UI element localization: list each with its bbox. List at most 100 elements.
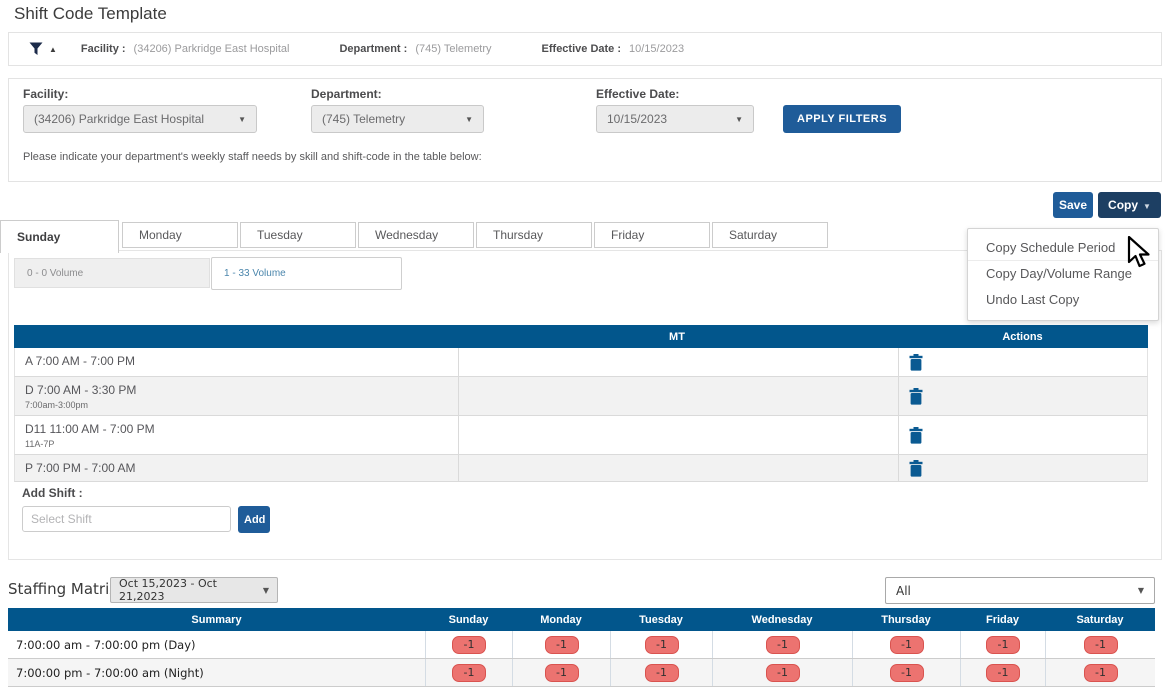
summary-department-label: Department : xyxy=(339,43,408,55)
chevron-down-icon: ▼ xyxy=(465,114,473,124)
shift-code-label: P 7:00 PM - 7:00 AM xyxy=(25,461,136,475)
actions-column-header: Actions xyxy=(1002,330,1043,343)
shift-table-header: MT Actions xyxy=(14,325,1148,348)
thursday-column-header: Thursday xyxy=(881,613,931,626)
staffing-matrix-row: 7:00:00 am - 7:00:00 pm (Day) -1 -1 -1 -… xyxy=(8,631,1155,659)
mt-cell[interactable] xyxy=(458,416,898,454)
copy-dropdown-menu: Copy Schedule Period Copy Day/Volume Ran… xyxy=(967,228,1159,321)
facility-select[interactable]: (34206) Parkridge East Hospital ▼ xyxy=(23,105,257,133)
shift-row: D 7:00 AM - 3:30 PM 7:00am-3:00pm xyxy=(14,377,1148,416)
chevron-down-icon: ▼ xyxy=(262,585,269,595)
staffing-count-badge[interactable]: -1 xyxy=(889,663,924,682)
copy-button[interactable]: Copy ▼ xyxy=(1098,192,1161,218)
mt-cell[interactable] xyxy=(458,377,898,415)
wednesday-column-header: Wednesday xyxy=(751,613,813,626)
shift-column-header xyxy=(14,325,457,348)
skill-filter-select[interactable]: All ▼ xyxy=(885,577,1155,604)
staffing-matrix-title: Staffing Matrix xyxy=(8,580,119,598)
menu-item-undo-last-copy[interactable]: Undo Last Copy xyxy=(986,292,1080,307)
chevron-down-icon: ▼ xyxy=(1143,202,1151,211)
chevron-down-icon: ▼ xyxy=(238,114,246,124)
chevron-down-icon: ▼ xyxy=(1137,586,1144,595)
summary-department-value: (745) Telemetry xyxy=(415,43,492,55)
staffing-count-badge[interactable]: -1 xyxy=(544,663,579,682)
shift-code-sublabel: 11A-7P xyxy=(25,439,55,449)
save-button[interactable]: Save xyxy=(1053,192,1093,218)
volume-tab-0-0[interactable]: 0 - 0 Volume xyxy=(14,258,210,288)
friday-column-header: Friday xyxy=(985,613,1019,626)
add-shift-button[interactable]: Add xyxy=(238,506,270,533)
tab-saturday[interactable]: Saturday xyxy=(712,222,828,248)
tab-friday[interactable]: Friday xyxy=(594,222,710,248)
shift-code-label: D 7:00 AM - 3:30 PM xyxy=(25,383,137,397)
staffing-count-badge[interactable]: -1 xyxy=(1083,635,1118,654)
page-title: Shift Code Template xyxy=(14,4,167,23)
matrix-summary-label: 7:00:00 pm - 7:00:00 am (Night) xyxy=(16,665,204,680)
delete-shift-button[interactable] xyxy=(909,353,923,371)
add-shift-label: Add Shift : xyxy=(22,486,83,500)
shift-code-sublabel: 7:00am-3:00pm xyxy=(25,400,89,410)
schedule-period-value: Oct 15,2023 - Oct 21,2023 xyxy=(119,577,217,603)
staffing-count-badge[interactable]: -1 xyxy=(452,635,486,654)
shift-code-label: A 7:00 AM - 7:00 PM xyxy=(25,354,136,368)
tab-sunday[interactable]: Sunday xyxy=(0,220,119,253)
effective-date-select-value: 10/15/2023 xyxy=(607,112,668,126)
staffing-count-badge[interactable]: -1 xyxy=(986,663,1020,682)
staffing-count-badge[interactable]: -1 xyxy=(452,663,486,682)
mt-column-header: MT xyxy=(669,330,685,343)
shift-row: D11 11:00 AM - 7:00 PM 11A-7P xyxy=(14,416,1148,455)
summary-facility-label: Facility : xyxy=(80,43,126,55)
delete-shift-button[interactable] xyxy=(909,426,923,444)
shift-row: P 7:00 PM - 7:00 AM xyxy=(14,455,1148,482)
skill-filter-value: All xyxy=(896,583,911,598)
copy-button-label: Copy xyxy=(1108,198,1139,212)
tab-monday[interactable]: Monday xyxy=(122,222,238,248)
effective-date-label: Effective Date: xyxy=(596,87,680,101)
staffing-count-badge[interactable]: -1 xyxy=(644,635,679,654)
shift-code-label: D11 11:00 AM - 7:00 PM xyxy=(25,422,155,436)
mt-cell[interactable] xyxy=(458,455,898,481)
mt-cell[interactable] xyxy=(458,348,898,376)
delete-shift-button[interactable] xyxy=(909,387,923,405)
summary-effective-date-label: Effective Date : xyxy=(541,43,622,55)
volume-tab-1-33[interactable]: 1 - 33 Volume xyxy=(211,257,402,290)
department-select[interactable]: (745) Telemetry ▼ xyxy=(311,105,484,133)
staffing-count-badge[interactable]: -1 xyxy=(765,663,800,682)
shift-select-input[interactable] xyxy=(22,506,231,532)
monday-column-header: Monday xyxy=(540,613,582,626)
effective-date-select[interactable]: 10/15/2023 ▼ xyxy=(596,105,754,133)
summary-column-header: Summary xyxy=(191,613,242,626)
department-label: Department: xyxy=(311,87,382,101)
staffing-count-badge[interactable]: -1 xyxy=(644,663,679,682)
tab-tuesday[interactable]: Tuesday xyxy=(240,222,356,248)
filter-funnel-icon[interactable] xyxy=(29,42,44,56)
filter-panel: Facility: (34206) Parkridge East Hospita… xyxy=(8,78,1162,182)
department-select-value: (745) Telemetry xyxy=(322,112,406,126)
facility-label: Facility: xyxy=(23,87,69,101)
shift-row: A 7:00 AM - 7:00 PM xyxy=(14,348,1148,377)
staffing-matrix-row: 7:00:00 pm - 7:00:00 am (Night) -1 -1 -1… xyxy=(8,659,1155,687)
filter-summary-bar: ▲ Facility : (34206) Parkridge East Hosp… xyxy=(8,32,1162,66)
facility-select-value: (34206) Parkridge East Hospital xyxy=(34,112,205,126)
staffing-matrix-table: Summary Sunday Monday Tuesday Wednesday … xyxy=(8,608,1155,687)
tab-thursday[interactable]: Thursday xyxy=(476,222,592,248)
saturday-column-header: Saturday xyxy=(1076,613,1124,626)
menu-item-copy-day-volume-range[interactable]: Copy Day/Volume Range xyxy=(986,266,1132,281)
menu-item-copy-schedule-period[interactable]: Copy Schedule Period xyxy=(968,235,1158,261)
staffing-count-badge[interactable]: -1 xyxy=(765,635,800,654)
staffing-count-badge[interactable]: -1 xyxy=(1083,663,1118,682)
delete-shift-button[interactable] xyxy=(909,459,923,477)
staffing-matrix-header: Summary Sunday Monday Tuesday Wednesday … xyxy=(8,608,1155,631)
tuesday-column-header: Tuesday xyxy=(639,613,683,626)
instruction-note: Please indicate your department's weekly… xyxy=(23,151,482,163)
summary-facility-value: (34206) Parkridge East Hospital xyxy=(133,43,290,55)
collapse-caret-icon[interactable]: ▲ xyxy=(49,44,57,54)
staffing-count-badge[interactable]: -1 xyxy=(889,635,924,654)
tab-wednesday[interactable]: Wednesday xyxy=(358,222,474,248)
staffing-count-badge[interactable]: -1 xyxy=(986,635,1020,654)
apply-filters-button[interactable]: APPLY FILTERS xyxy=(783,105,902,133)
schedule-period-select[interactable]: Oct 15,2023 - Oct 21,2023 ▼ xyxy=(110,577,278,603)
sunday-column-header: Sunday xyxy=(448,613,489,626)
staffing-count-badge[interactable]: -1 xyxy=(544,635,579,654)
